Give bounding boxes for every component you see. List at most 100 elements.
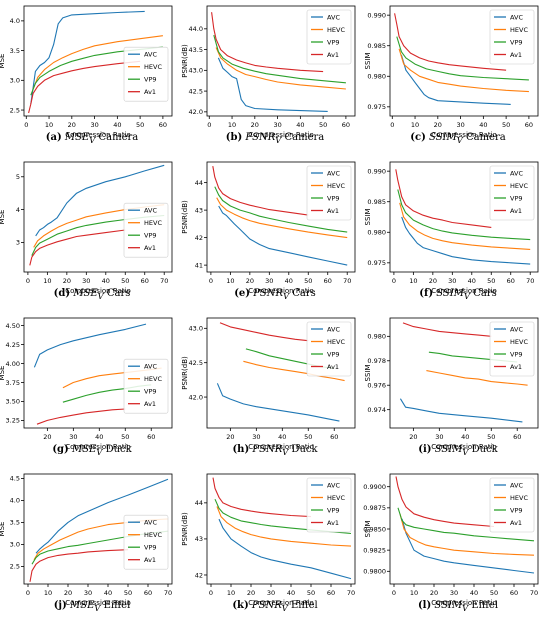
x-tick-label: 50 [304, 433, 312, 441]
x-tick-label: 20 [68, 121, 76, 129]
series-line-avc [30, 10, 145, 105]
line-chart: 0 10 20 30 40 50 60 70 3 4 5 Compression Ratio MSE AV… [0, 161, 173, 295]
series-line-av1 [395, 476, 495, 528]
x-tick-label: 40 [461, 433, 469, 441]
y-tick-label: 0.985 [367, 198, 386, 206]
series-line-av1 [212, 477, 312, 518]
x-tick-label: 40 [479, 121, 487, 129]
series-line-av1 [211, 12, 324, 73]
caption-metric: PSNR [252, 444, 283, 455]
legend-label: VP9 [144, 232, 157, 240]
x-tick-label: 70 [160, 277, 168, 285]
caption-scene: Camera [465, 132, 506, 143]
x-tick-label: 0 [392, 277, 396, 285]
legend-label: AVC [327, 170, 340, 178]
caption-letter: (a) [45, 132, 62, 143]
y-tick-label: 0.974 [367, 406, 386, 414]
legend: AVC HEVC VP9 Av1 [306, 165, 352, 221]
line-chart: 20 30 40 50 60 3.25 3.50 3.75 4.00 4.25 4.50 Compre… [0, 317, 173, 451]
y-tick-label: 41 [195, 261, 203, 269]
legend-label: AVC [510, 326, 523, 334]
caption-metric: MSE [73, 288, 98, 299]
x-axis-label: Compression Ratio [248, 443, 314, 451]
caption-letter: (e) [234, 288, 251, 299]
x-tick-label: 50 [487, 433, 495, 441]
chart-panel: 0 10 20 30 40 50 60 2.5 3.0 3.5 4.0 Compression Rat… [0, 0, 183, 156]
legend-box [123, 514, 169, 570]
legend-label: HEVC [144, 375, 162, 383]
chart-panel: 0 10 20 30 40 50 60 42.0 42.5 43.0 43.5 44.0 Compres… [181, 0, 366, 156]
x-tick-label: 50 [124, 589, 132, 597]
x-axis-label: Compression Ratio [65, 287, 131, 295]
legend-label: Av1 [144, 244, 156, 252]
chart-panel: 20 30 40 50 60 3.25 3.50 3.75 4.00 4.25 4.50 Compre… [0, 312, 183, 468]
x-tick-label: 50 [490, 589, 498, 597]
x-tick-label: 60 [327, 589, 335, 597]
x-tick-label: 10 [43, 277, 51, 285]
y-tick-label: 2.5 [10, 563, 20, 571]
x-axis-label: Compression Ratio [248, 287, 314, 295]
x-tick-label: 50 [136, 121, 144, 129]
x-axis-label: Compression Ratio [431, 443, 497, 451]
x-tick-label: 10 [228, 121, 236, 129]
legend-box [306, 9, 352, 65]
line-chart: 0 10 20 30 40 50 60 70 42 43 44 Compression Ratio PS… [181, 473, 356, 607]
x-tick-label: 40 [468, 277, 476, 285]
legend-box [123, 46, 169, 102]
legend: AVC HEVC VP9 Av1 [123, 358, 169, 414]
legend-box [489, 165, 535, 221]
y-axis-label: MSE [0, 210, 6, 225]
line-chart: 0 10 20 30 40 50 60 42.0 42.5 43.0 43.5 44.0 Compres… [181, 5, 356, 139]
legend-label: Av1 [327, 363, 339, 371]
plot-frame [206, 317, 356, 429]
caption-metric: SSIM [429, 132, 457, 143]
x-tick-label: 20 [246, 277, 254, 285]
subfigure-caption: (d) MSEV Cars [2, 288, 182, 301]
legend-label: AVC [510, 14, 523, 22]
y-tick-label: 43.5 [189, 46, 203, 54]
y-tick-label: 0.990 [367, 11, 386, 19]
legend-label: VP9 [510, 507, 523, 515]
legend-label: AVC [144, 363, 157, 371]
legend: AVC HEVC VP9 Av1 [123, 46, 169, 102]
chart-panel: 0 10 20 30 40 50 60 70 3 4 5 Compression Ratio MSE AV… [0, 156, 183, 312]
line-chart: 0 10 20 30 40 50 60 0.975 0.980 0.985 0.990 Compres… [364, 5, 539, 139]
x-axis-label: Compression Ratio [248, 131, 314, 139]
y-axis-label: PSNR(dB) [181, 356, 189, 390]
legend-box [123, 358, 169, 414]
y-tick-label: 42.0 [189, 108, 203, 116]
subfigure-caption: (f) SSIMV Cars [368, 288, 548, 301]
x-tick-label: 20 [226, 433, 234, 441]
caption-subscript: V [94, 603, 101, 613]
x-axis-label: Compression Ratio [431, 131, 497, 139]
series-line-avc [33, 323, 147, 368]
series-line-hevc [426, 370, 528, 386]
legend-label: Av1 [144, 556, 156, 564]
x-tick-label: 0 [209, 589, 213, 597]
legend-label: VP9 [327, 195, 340, 203]
series-line-av1 [394, 13, 507, 71]
y-tick-label: 5 [16, 173, 20, 181]
y-tick-label: 3.25 [6, 417, 20, 425]
y-axis-label: PSNR(dB) [181, 200, 189, 234]
legend-label: Av1 [327, 207, 339, 215]
legend-label: VP9 [510, 39, 523, 47]
y-tick-label: 43.0 [189, 325, 203, 333]
legend-box [489, 477, 535, 533]
chart-panel: 0 10 20 30 40 50 60 0.975 0.980 0.985 0.990 Compres… [364, 0, 549, 156]
legend: AVC HEVC VP9 Av1 [306, 477, 352, 533]
x-tick-label: 0 [209, 277, 213, 285]
series-line-av1 [402, 322, 492, 337]
legend-label: AVC [510, 170, 523, 178]
y-tick-label: 44.0 [189, 25, 203, 33]
caption-scene: Eiffel [103, 600, 131, 611]
y-tick-label: 0.980 [367, 229, 386, 237]
x-tick-label: 60 [324, 277, 332, 285]
subfigure-caption: (j) MSEV Eiffel [2, 600, 182, 613]
x-tick-label: 70 [347, 589, 355, 597]
chart-panel: 0 10 20 30 40 50 60 70 41 42 43 44 Compression Ratio… [181, 156, 366, 312]
caption-scene: Duck [291, 444, 318, 455]
x-tick-label: 0 [26, 277, 30, 285]
line-chart: 0 10 20 30 40 50 60 70 0.9800 0.9825 0.9850 0.9875 0… [363, 473, 539, 607]
